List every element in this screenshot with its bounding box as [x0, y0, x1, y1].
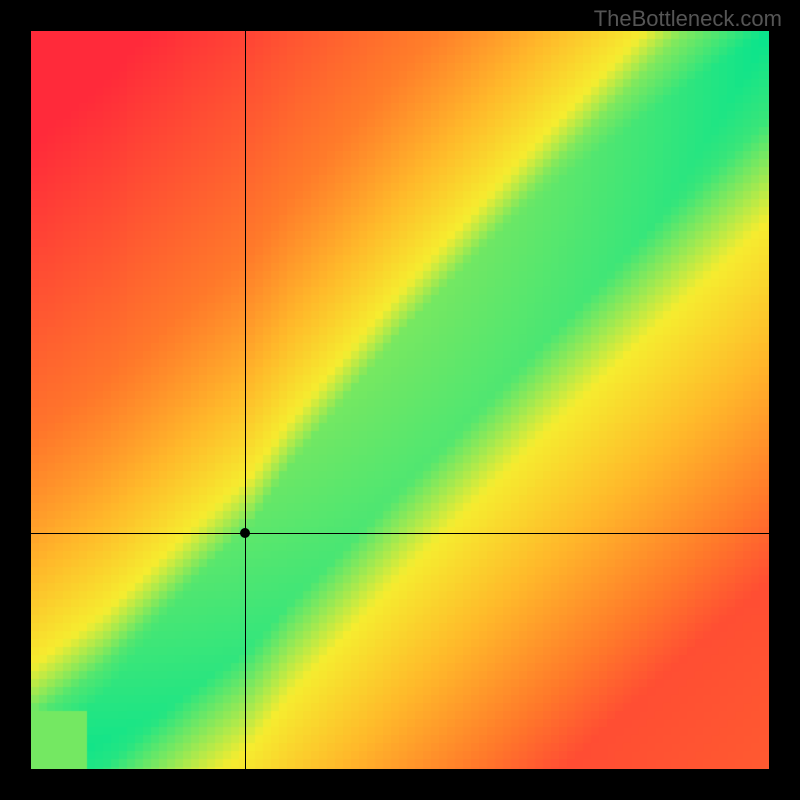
watermark-text: TheBottleneck.com	[594, 6, 782, 32]
chart-container: TheBottleneck.com	[0, 0, 800, 800]
crosshair-marker	[240, 528, 250, 538]
crosshair-horizontal	[31, 533, 769, 534]
heatmap-canvas	[31, 31, 769, 769]
heatmap-plot-area	[31, 31, 769, 769]
crosshair-vertical	[245, 31, 246, 769]
